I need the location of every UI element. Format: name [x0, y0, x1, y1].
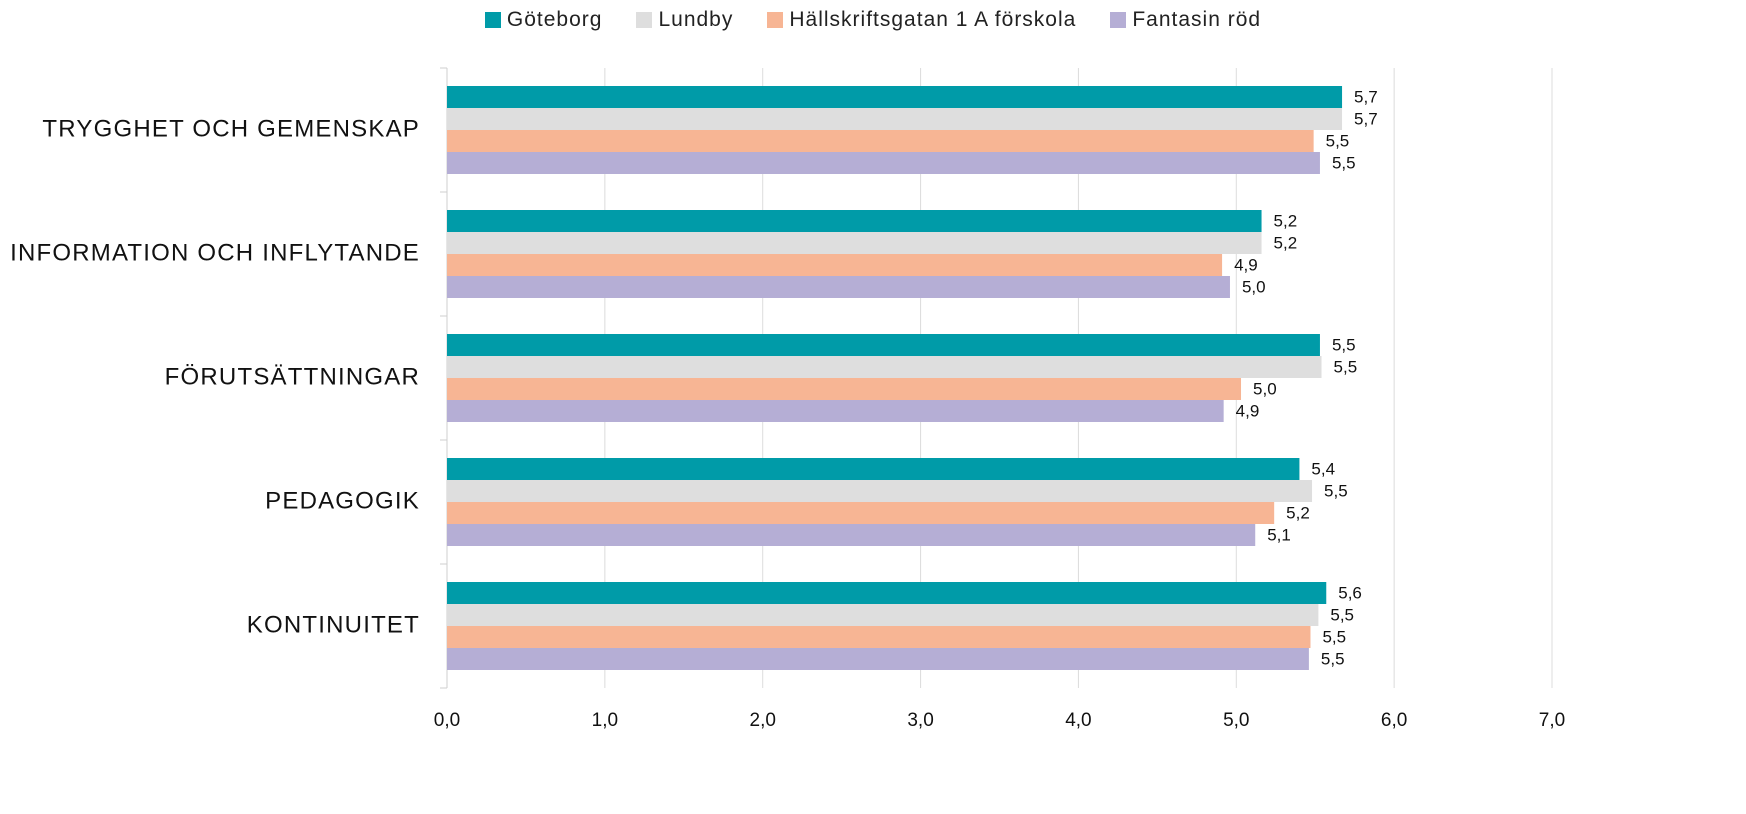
value-label: 5,5: [1334, 357, 1358, 376]
bar: [447, 648, 1309, 670]
x-tick-label: 2,0: [750, 710, 776, 731]
value-label: 4,9: [1234, 255, 1258, 274]
value-label: 5,5: [1322, 627, 1346, 646]
value-label: 5,1: [1267, 525, 1291, 544]
legend-swatch: [1110, 12, 1127, 28]
x-tick-label: 1,0: [592, 710, 618, 731]
value-label: 5,5: [1324, 481, 1348, 500]
legend-item: Fantasin röd: [1110, 8, 1261, 32]
x-tick-label: 4,0: [1065, 710, 1091, 731]
bar: [447, 524, 1256, 546]
value-label: 5,6: [1338, 583, 1362, 602]
legend-item: Hällskriftsgatan 1 A förskola: [767, 8, 1076, 32]
legend-label: Fantasin röd: [1132, 8, 1262, 31]
legend-label: Göteborg: [506, 8, 603, 31]
bar: [447, 378, 1242, 400]
legend: Göteborg Lundby Hällskriftsgatan 1 A försk…: [0, 8, 1746, 32]
bar: [447, 108, 1343, 130]
value-label: 5,5: [1321, 649, 1345, 668]
bar: [447, 400, 1224, 422]
value-label: 5,5: [1332, 335, 1356, 354]
value-label: 5,4: [1311, 459, 1335, 478]
x-tick-label: 3,0: [907, 710, 933, 731]
category-label: INFORMATION OCH INFLYTANDE: [10, 239, 420, 266]
legend-label: Hällskriftsgatan 1 A förskola: [789, 8, 1077, 31]
bar: [447, 458, 1300, 480]
value-label: 5,2: [1274, 211, 1298, 230]
value-label: 5,0: [1253, 379, 1277, 398]
bar: [447, 626, 1311, 648]
legend-swatch: [484, 12, 501, 28]
value-label: 5,2: [1274, 233, 1298, 252]
bar: [447, 502, 1275, 524]
bar: [447, 130, 1314, 152]
value-label: 5,7: [1354, 87, 1378, 106]
legend-swatch: [767, 12, 784, 28]
bar: [447, 152, 1320, 174]
value-label: 4,9: [1236, 401, 1260, 420]
x-tick-label: 6,0: [1381, 710, 1407, 731]
x-tick-label: 5,0: [1223, 710, 1249, 731]
bar: [447, 356, 1322, 378]
value-label: 5,5: [1326, 131, 1350, 150]
x-tick-label: 7,0: [1539, 710, 1565, 731]
bar: [447, 232, 1262, 254]
bar: [447, 480, 1313, 502]
bar: [447, 334, 1320, 356]
value-label: 5,2: [1286, 503, 1310, 522]
x-tick-label: 0,0: [434, 710, 460, 731]
legend-label: Lundby: [658, 8, 734, 31]
bar: [447, 604, 1319, 626]
category-label: PEDAGOGIK: [265, 487, 420, 514]
value-label: 5,5: [1330, 605, 1354, 624]
value-label: 5,7: [1354, 109, 1378, 128]
category-label: KONTINUITET: [247, 611, 420, 638]
legend-item: Lundby: [636, 8, 733, 32]
bar: [447, 582, 1327, 604]
bar: [447, 86, 1343, 108]
value-label: 5,0: [1242, 277, 1266, 296]
category-label: FÖRUTSÄTTNINGAR: [165, 363, 420, 390]
bar: [447, 210, 1262, 232]
bar: [447, 254, 1223, 276]
legend-swatch: [636, 12, 653, 28]
value-label: 5,5: [1332, 153, 1356, 172]
category-label: TRYGGHET OCH GEMENSKAP: [42, 115, 420, 142]
bar: [447, 276, 1230, 298]
legend-item: Göteborg: [484, 8, 603, 32]
